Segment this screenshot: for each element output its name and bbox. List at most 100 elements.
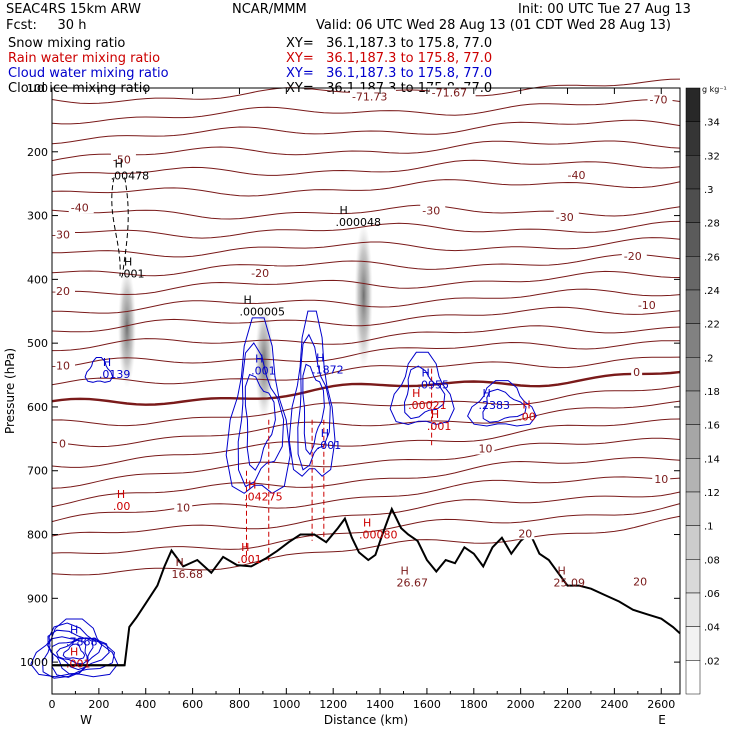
isotherm	[51, 306, 681, 333]
x-tick-label: 1800	[460, 698, 488, 711]
high-value: .2383	[478, 399, 510, 412]
high-marker: H	[340, 204, 348, 217]
temperature-label: -40	[568, 169, 586, 182]
colorbar-tick-label: .06	[704, 589, 720, 600]
high-marker: H	[316, 351, 324, 364]
high-marker: H	[422, 367, 430, 380]
high-value: .001	[66, 657, 91, 670]
temperature-label: -30	[422, 204, 440, 217]
temperature-label: -20	[52, 285, 70, 298]
temperature-label-bg	[516, 526, 535, 540]
x-tick-label: 1400	[366, 698, 394, 711]
cloud-water-contour	[482, 388, 527, 423]
high-value: 25.09	[553, 576, 585, 589]
colorbar-tick-label: .22	[704, 320, 720, 331]
temperature-label: -10	[52, 359, 70, 372]
x-tick-label: 1600	[413, 698, 441, 711]
isotherm	[51, 140, 681, 162]
colorbar-tick-label: .14	[704, 454, 720, 465]
field-xy-snow: XY= 36.1,187.3 to 175.8, 77.0	[286, 36, 493, 51]
temperature-label-bg	[565, 167, 591, 181]
colorbar-tick-label: .24	[704, 286, 720, 297]
isotherm	[51, 515, 681, 576]
temperature-label: -71.67	[432, 86, 467, 99]
temperature-label-bg	[652, 472, 671, 486]
cloud-ice-contour	[121, 177, 129, 277]
temperature-label-bg	[631, 574, 650, 588]
high-value: .001	[251, 365, 276, 378]
colorbar-swatch	[685, 289, 701, 324]
cloud-water-contour	[288, 310, 336, 477]
temperature-label-bg	[57, 436, 69, 450]
high-value: .001	[120, 268, 145, 281]
temperature-label: -30	[52, 229, 70, 242]
isotherm	[51, 385, 681, 427]
high-marker: H	[124, 256, 132, 269]
colorbar-swatch	[685, 222, 701, 257]
high-marker: H	[482, 387, 490, 400]
colorbar-swatch	[685, 87, 701, 122]
temperature-label: 10	[654, 473, 668, 486]
temperature-label-bg	[249, 265, 275, 279]
temperature-label: -20	[251, 267, 269, 280]
colorbar-swatch	[685, 256, 701, 291]
isotherm	[51, 437, 681, 489]
isotherm	[51, 119, 681, 145]
high-marker: H	[70, 624, 78, 637]
colorbar-swatch	[685, 357, 701, 392]
high-marker: H	[255, 353, 263, 366]
colorbar-swatch	[685, 491, 701, 526]
isotherm	[51, 159, 681, 176]
temperature-label: -40	[71, 201, 89, 214]
temperature-label: 10	[478, 442, 492, 455]
high-marker: H	[117, 488, 125, 501]
x-tick-label: 0	[49, 698, 56, 711]
cloud-water-contour	[30, 618, 119, 678]
colorbar-swatch	[685, 188, 701, 223]
colorbar-tick-label: .16	[704, 421, 720, 432]
colorbar-tick-label: .04	[704, 623, 720, 634]
y-tick-label: 700	[27, 465, 48, 478]
temperature-label: -70	[650, 93, 668, 106]
model-title: SEAC4RS 15km ARW	[6, 2, 142, 17]
high-value: .1872	[312, 363, 344, 376]
colorbar-swatch	[685, 121, 701, 156]
high-value: .00478	[111, 169, 150, 182]
high-marker: H	[557, 564, 565, 577]
cloud-water-contour	[302, 363, 325, 456]
y-tick-label: 400	[27, 273, 48, 286]
high-value: .0139	[99, 368, 130, 381]
cloud-water-contour	[389, 351, 455, 426]
y-tick-label: 800	[27, 529, 48, 542]
temperature-label: 20	[518, 527, 532, 540]
temperature-label-bg	[349, 89, 396, 103]
temperature-label-bg	[174, 500, 193, 514]
plot-frame	[51, 87, 681, 695]
isotherm	[51, 340, 681, 369]
isotherm	[51, 325, 681, 352]
isotherm	[51, 270, 681, 296]
terrain-line	[52, 506, 681, 667]
high-marker: H	[248, 478, 256, 491]
east-end-label: E	[658, 713, 666, 727]
temperature-label-bg	[647, 92, 673, 106]
colorbar-unit: g kg⁻¹	[702, 85, 727, 94]
temperature-label-bg	[621, 248, 647, 262]
colorbar-swatch	[685, 155, 701, 190]
temperature-label-bg	[429, 85, 476, 99]
high-marker: H	[243, 293, 251, 306]
temperature-label-bg	[553, 209, 579, 223]
colorbar-tick-label: .2	[704, 353, 714, 364]
isotherm	[51, 418, 681, 468]
temperature-label: 10	[176, 502, 190, 515]
colorbar-swatch	[685, 626, 701, 661]
y-tick-label: 500	[27, 337, 48, 350]
isotherm	[52, 237, 681, 258]
colorbar-tick-label: .28	[704, 219, 720, 230]
colorbar-tick-label: .32	[704, 151, 720, 162]
field-label-snow: Snow mixing ratio	[8, 36, 126, 51]
x-tick-label: 200	[88, 698, 109, 711]
high-marker: H	[412, 387, 420, 400]
isotherm	[51, 491, 681, 537]
y-tick-label: 200	[27, 146, 48, 159]
